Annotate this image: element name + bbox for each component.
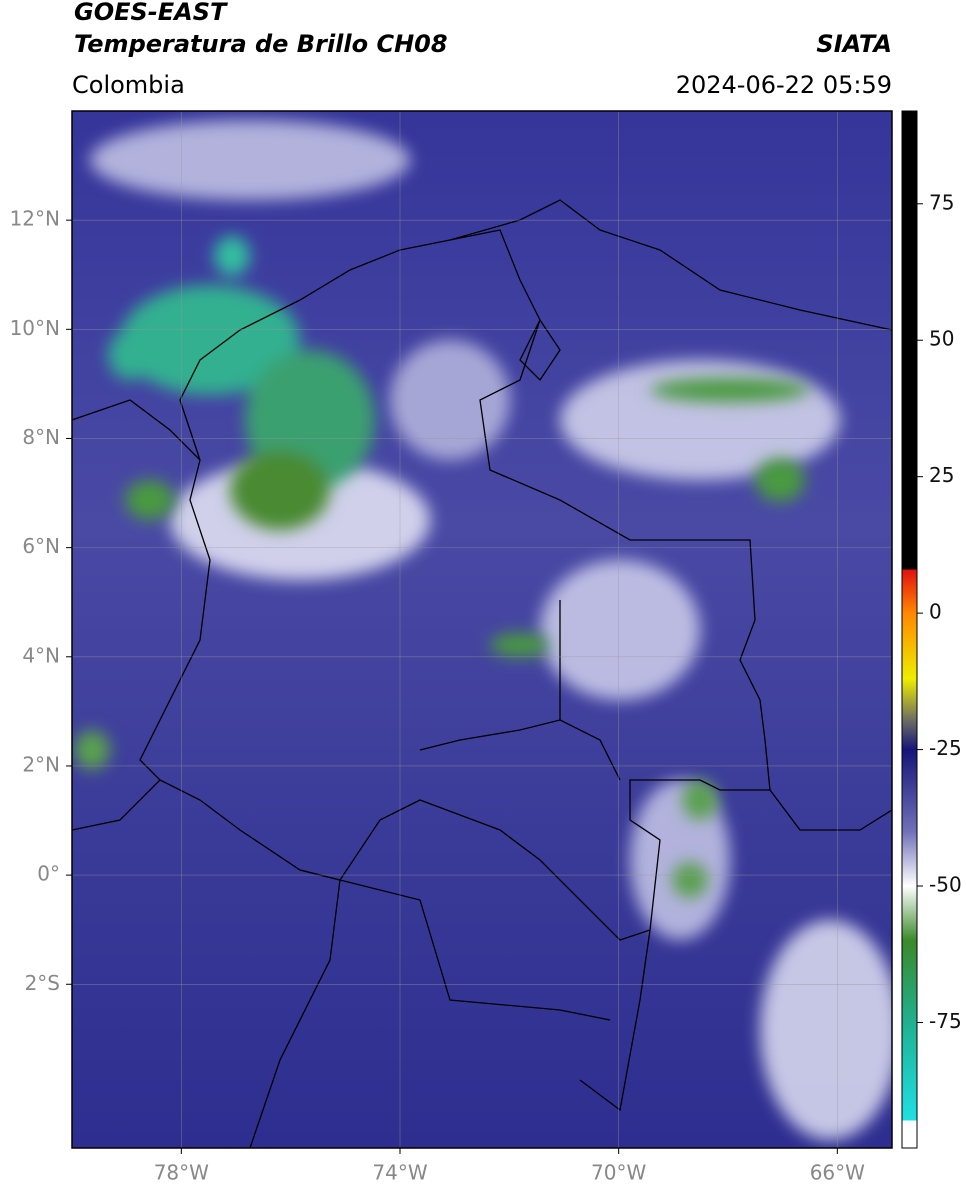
x-tick-label: 70°W <box>591 1161 646 1185</box>
colorbar-tick-label: 25 <box>929 463 954 487</box>
x-tick-label: 66°W <box>810 1161 865 1185</box>
colorbar-tick-label: 50 <box>929 327 954 351</box>
colorbar-tick-label: 75 <box>929 190 954 214</box>
colorbar-tick-label: -75 <box>929 1009 962 1033</box>
y-tick-label: 2°N <box>22 752 60 776</box>
y-tick-label: 8°N <box>22 425 60 449</box>
region: Colombia <box>72 71 185 99</box>
colorbar <box>901 110 918 1149</box>
y-tick-label: 2°S <box>25 971 60 995</box>
y-tick-label: 4°N <box>22 643 60 667</box>
map-frame <box>71 110 893 1149</box>
y-tick-label: 6°N <box>22 534 60 558</box>
colorbar-tick-label: 0 <box>929 600 942 624</box>
x-tick-label: 78°W <box>154 1161 209 1185</box>
y-tick-label: 10°N <box>10 316 60 340</box>
product: Temperatura de Brillo CH08 <box>74 30 448 58</box>
colorbar-tick-label: -50 <box>929 873 962 897</box>
y-tick-label: 12°N <box>10 207 60 231</box>
source: SIATA <box>816 30 892 58</box>
colorbar-tick-label: -25 <box>929 736 962 760</box>
datetime: 2024-06-22 05:59 <box>676 71 892 99</box>
x-tick-label: 74°W <box>372 1161 427 1185</box>
y-tick-label: 0° <box>37 862 60 886</box>
satellite-image <box>72 111 892 1148</box>
satellite: GOES-EAST <box>74 0 228 26</box>
